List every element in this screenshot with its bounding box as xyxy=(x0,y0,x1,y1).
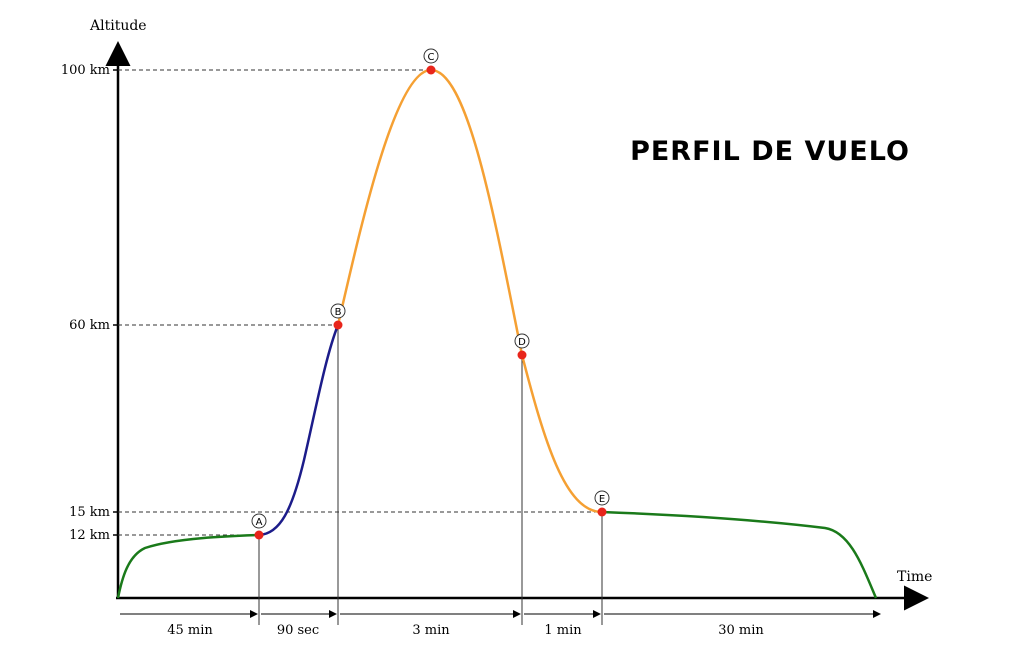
marker-E xyxy=(597,507,607,517)
duration-label-1min: 1 min xyxy=(544,623,582,638)
point-label-A: A xyxy=(251,513,267,529)
diagram-title: PERFIL DE VUELO xyxy=(630,136,910,167)
curve-ground-ascent xyxy=(116,533,260,599)
marker-C xyxy=(426,65,436,75)
y-tick-60km: 60 km xyxy=(69,318,110,333)
svg-text:D: D xyxy=(518,337,526,348)
y-tick-12km: 12 km xyxy=(69,528,110,543)
y-axis-label: Altitude xyxy=(89,18,147,34)
duration-label-90sec: 90 sec xyxy=(277,623,319,638)
curve-glide-descent xyxy=(601,510,878,599)
marker-D xyxy=(517,350,527,360)
svg-text:C: C xyxy=(428,52,435,63)
marker-B xyxy=(333,320,343,330)
curve-ballistic-phase xyxy=(336,68,603,514)
y-tick-15km: 15 km xyxy=(69,505,110,520)
duration-label-3min: 3 min xyxy=(412,623,450,638)
marker-A xyxy=(254,530,264,540)
point-label-B: B xyxy=(330,303,346,319)
duration-label-45min: 45 min xyxy=(167,623,213,638)
point-label-D: D xyxy=(514,333,530,349)
x-axis-label: Time xyxy=(897,569,932,585)
point-label-C: C xyxy=(423,48,439,64)
svg-text:E: E xyxy=(599,494,605,505)
point-label-E: E xyxy=(594,490,610,506)
y-tick-100km: 100 km xyxy=(61,63,110,78)
svg-text:A: A xyxy=(256,517,263,528)
curve-boost-phase xyxy=(258,324,340,537)
svg-text:B: B xyxy=(335,307,342,318)
duration-label-30min: 30 min xyxy=(718,623,764,638)
